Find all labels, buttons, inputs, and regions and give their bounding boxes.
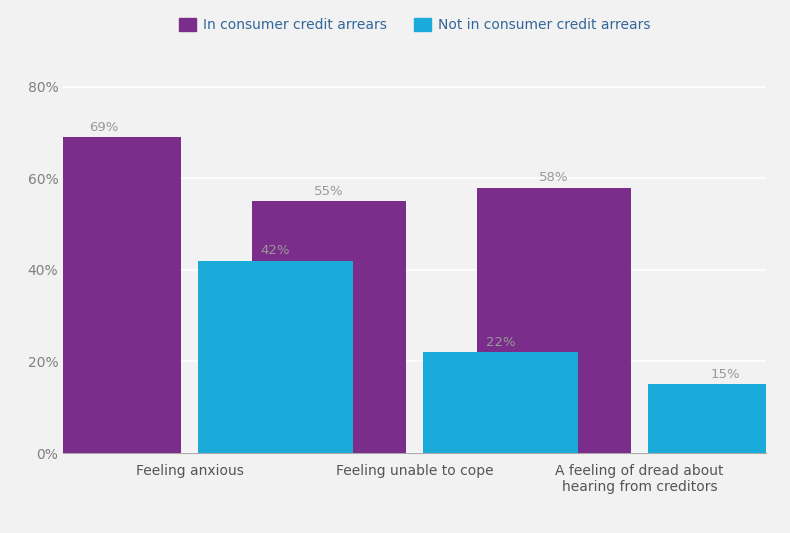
Text: 42%: 42% xyxy=(261,244,290,257)
Bar xyxy=(252,201,406,453)
Text: 69%: 69% xyxy=(89,120,118,134)
Text: 15%: 15% xyxy=(711,368,740,381)
Bar xyxy=(27,137,182,453)
Bar xyxy=(423,352,577,453)
Text: 58%: 58% xyxy=(540,171,569,184)
Bar xyxy=(476,188,631,453)
Bar xyxy=(198,261,353,453)
Text: 55%: 55% xyxy=(314,184,344,198)
Text: 22%: 22% xyxy=(486,336,515,349)
Bar xyxy=(648,384,790,453)
Legend: In consumer credit arrears, Not in consumer credit arrears: In consumer credit arrears, Not in consu… xyxy=(174,13,656,38)
